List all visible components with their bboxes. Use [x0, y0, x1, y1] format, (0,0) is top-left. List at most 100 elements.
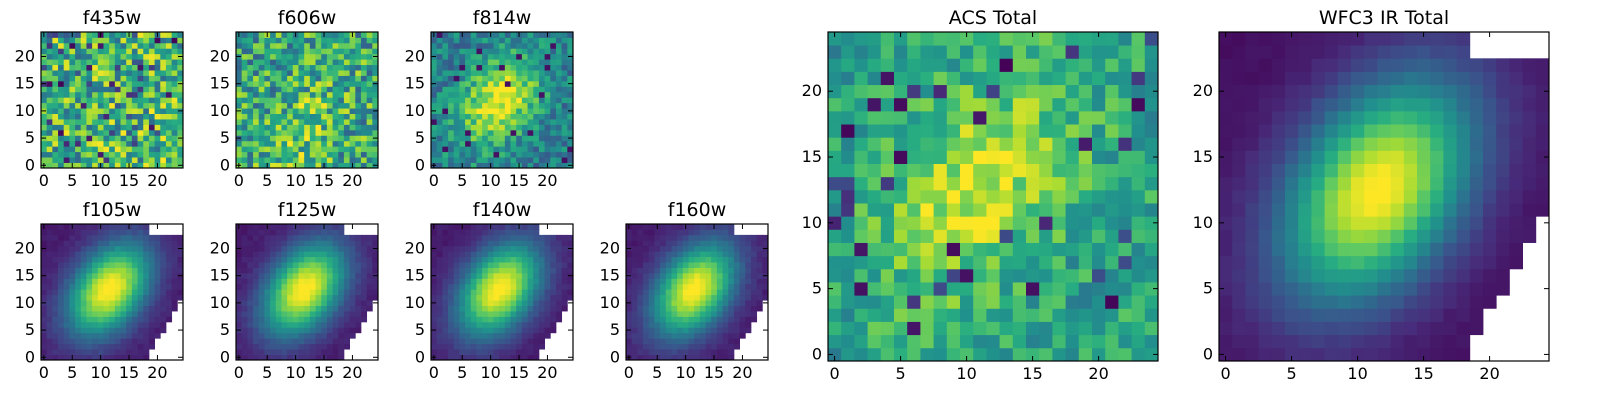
heatmap-cell [516, 135, 523, 142]
heatmap-cell [258, 300, 265, 306]
heatmap-cell [143, 245, 150, 252]
panel-title: f606w [278, 7, 337, 29]
heatmap-cell [643, 229, 650, 236]
heatmap-cell [626, 338, 633, 345]
heatmap-cell [86, 338, 93, 345]
heatmap-cell [287, 140, 294, 147]
heatmap-cell [160, 37, 167, 44]
y-tick-label: 15 [405, 266, 425, 285]
heatmap-cell [92, 349, 99, 355]
heatmap-cell [58, 157, 65, 163]
heatmap-cell [247, 124, 254, 131]
heatmap-cell [131, 289, 138, 296]
heatmap-cell [177, 294, 184, 301]
heatmap-cell [476, 294, 483, 301]
heatmap-cell [148, 97, 155, 104]
heatmap-cell [442, 267, 449, 274]
heatmap-cell [343, 124, 350, 131]
heatmap-cell [533, 124, 540, 131]
heatmap-cell [137, 272, 144, 279]
heatmap-cell [292, 289, 299, 296]
heatmap-cell [58, 349, 65, 355]
heatmap-cell [854, 110, 868, 125]
heatmap-cell [828, 45, 842, 59]
heatmap-cell [69, 113, 76, 120]
heatmap-cell [867, 124, 882, 138]
heatmap-cell [315, 256, 322, 263]
heatmap-cell [258, 53, 265, 60]
heatmap-cell [516, 64, 523, 71]
heatmap-cell [728, 224, 735, 230]
heatmap-cell [1092, 203, 1106, 217]
heatmap-cell [722, 289, 729, 296]
heatmap-cell [103, 321, 110, 328]
heatmap-cell [120, 37, 127, 44]
heatmap-cell [63, 283, 70, 290]
heatmap-cell [258, 157, 265, 163]
heatmap-cell [739, 251, 746, 258]
heatmap-cell [63, 32, 70, 38]
heatmap-cell [304, 349, 311, 355]
heatmap-cell [349, 53, 356, 60]
heatmap-cell [360, 119, 368, 125]
heatmap-cell [436, 53, 443, 60]
heatmap-cell [933, 71, 948, 86]
heatmap-cell [527, 251, 534, 258]
heatmap-cell [97, 64, 104, 71]
heatmap-cell [298, 102, 305, 109]
heatmap-cell [97, 311, 104, 317]
heatmap-cell [332, 289, 339, 296]
heatmap-cell [75, 224, 82, 230]
heatmap-cell [131, 343, 138, 350]
heatmap-cell [1026, 163, 1040, 178]
heatmap-cell [236, 75, 243, 82]
heatmap-cell [453, 272, 460, 279]
heatmap-cell [476, 59, 483, 66]
heatmap-cell [304, 146, 311, 153]
heatmap-cell [131, 316, 138, 323]
heatmap-cell [321, 119, 328, 125]
heatmap-cell [631, 332, 638, 339]
heatmap-cell [372, 37, 379, 44]
heatmap-cell [470, 102, 477, 109]
heatmap-cell [453, 91, 460, 98]
heatmap-cell [894, 97, 908, 112]
heatmap-cell [521, 59, 528, 66]
heatmap-cell [366, 124, 373, 131]
heatmap-cell [103, 80, 110, 87]
heatmap-cell [304, 48, 311, 55]
heatmap-cell [332, 102, 339, 109]
heatmap-cell [854, 216, 868, 230]
heatmap-cell [521, 97, 528, 104]
heatmap-cell [298, 354, 305, 361]
heatmap-cell [694, 294, 701, 301]
heatmap-cell [960, 308, 974, 322]
heatmap-cell [366, 97, 373, 104]
heatmap-cell [555, 311, 563, 317]
heatmap-cell [315, 64, 322, 71]
heatmap-cell [287, 283, 294, 290]
heatmap-cell [97, 42, 104, 49]
heatmap-cell [321, 267, 328, 274]
heatmap-cell [470, 86, 477, 93]
heatmap-cell [459, 283, 466, 290]
heatmap-cell [1131, 84, 1146, 99]
heatmap-cell [750, 300, 758, 306]
heatmap-cell [476, 42, 483, 49]
heatmap-cell [321, 75, 328, 82]
heatmap-cell [660, 354, 667, 361]
heatmap-cell [264, 108, 271, 114]
heatmap-cell [270, 349, 277, 355]
heatmap-cell [561, 124, 568, 131]
heatmap-cell [521, 129, 528, 136]
heatmap-cell [533, 37, 540, 44]
heatmap-cell [298, 97, 305, 104]
heatmap-cell [321, 37, 328, 44]
heatmap-cell [86, 349, 93, 355]
heatmap-cell [544, 146, 551, 153]
heatmap-cell [476, 97, 483, 104]
heatmap-cell [854, 321, 868, 336]
heatmap-cell [315, 162, 322, 169]
heatmap-cell [880, 189, 895, 204]
heatmap-cell [482, 140, 489, 147]
